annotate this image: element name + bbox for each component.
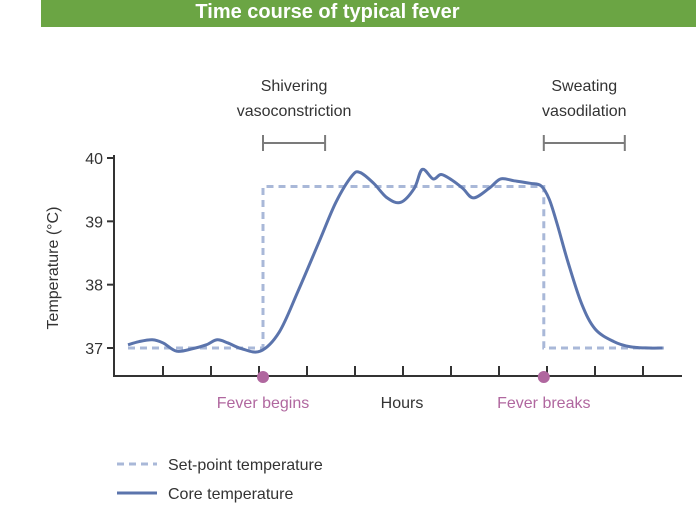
marker-label-0: Fever begins <box>217 395 310 412</box>
bracket-label-0-0: Shivering <box>261 78 328 95</box>
series-group <box>128 169 668 352</box>
legend-label-core: Core temperature <box>168 486 293 503</box>
legend-label-setpoint: Set-point temperature <box>168 457 323 474</box>
y-axis-label: Temperature (°C) <box>45 207 62 330</box>
series-setpoint-line <box>128 187 668 349</box>
series-core-line <box>128 169 663 352</box>
x-ticks <box>163 366 643 376</box>
marker-label-1: Fever breaks <box>497 395 590 412</box>
x-axis-label: Hours <box>381 395 424 412</box>
y-tick-label-40: 40 <box>85 151 103 168</box>
y-tick-label-39: 39 <box>85 214 103 231</box>
bracket-label-1-1: vasodilation <box>542 103 627 120</box>
legend: Set-point temperature Core temperature <box>117 457 323 503</box>
marker-dot-0 <box>257 371 269 383</box>
bracket-label-1-0: Sweating <box>551 78 617 95</box>
phase-brackets: Shivering vasoconstriction Sweating vasodil… <box>237 78 627 151</box>
y-tick-label-37: 37 <box>85 341 103 358</box>
y-ticks: 37 38 39 40 <box>85 151 114 358</box>
marker-dot-1 <box>538 371 550 383</box>
axes <box>113 155 682 377</box>
bracket-label-0-1: vasoconstriction <box>237 103 352 120</box>
y-tick-label-38: 38 <box>85 278 103 295</box>
